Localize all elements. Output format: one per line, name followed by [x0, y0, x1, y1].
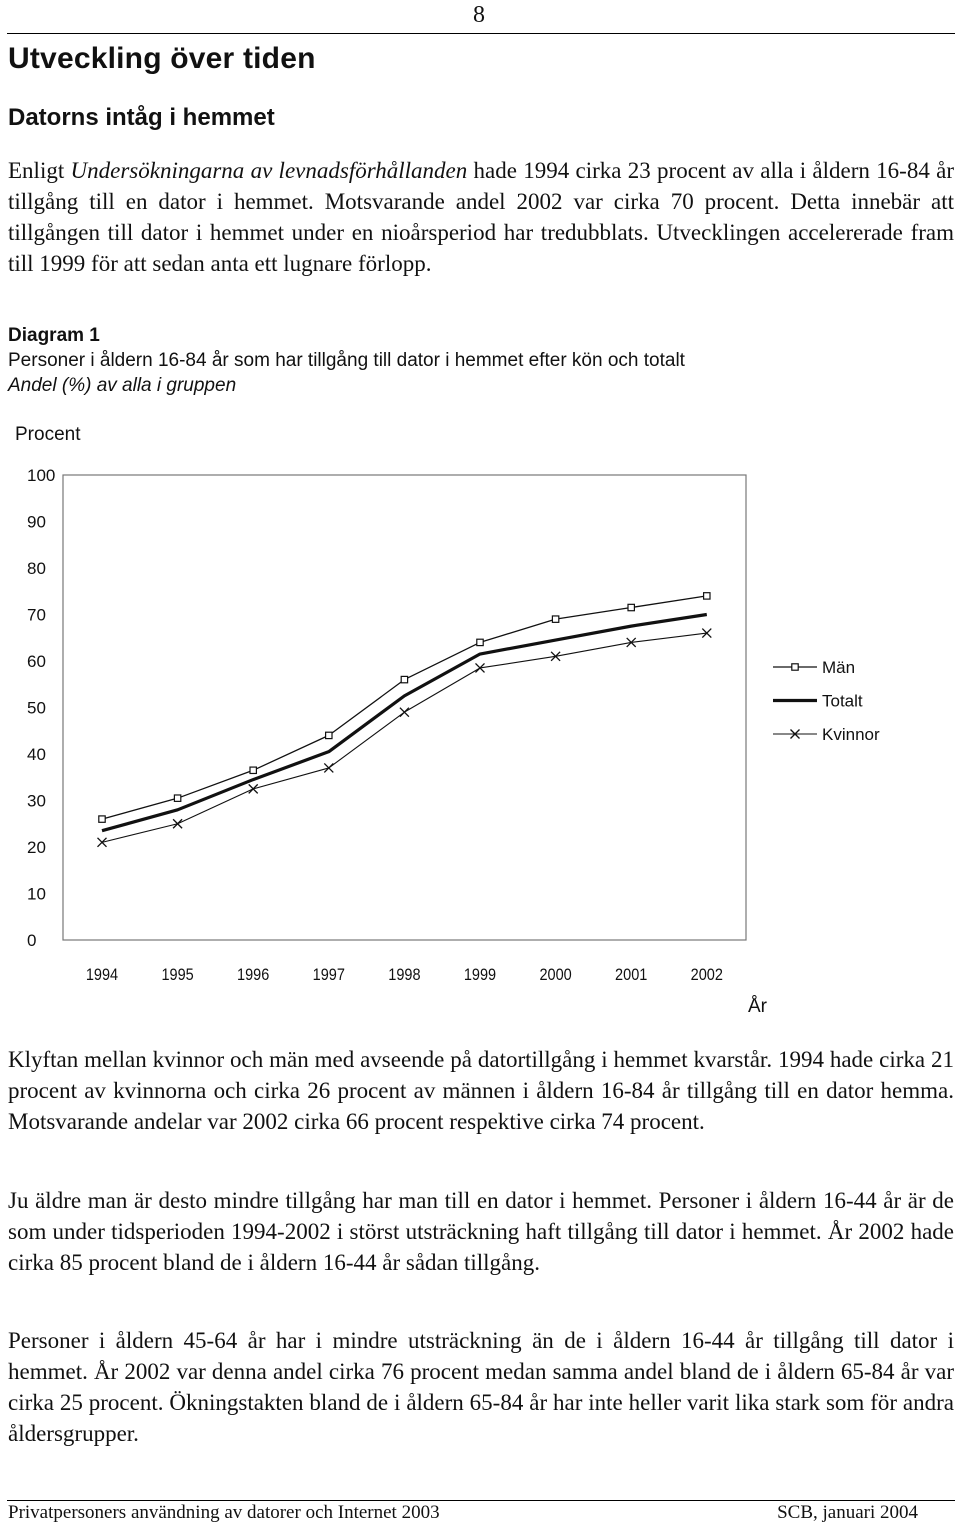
- page-number: 8: [473, 2, 485, 28]
- diagram-title: Personer i åldern 16-84 år som har tillg…: [8, 350, 685, 371]
- data-point-kvinnor: [172, 818, 183, 829]
- footer-publication: Privatpersoners användning av datorer oc…: [8, 1502, 440, 1523]
- bottom-rule: [7, 1500, 955, 1501]
- data-point-m-n: [551, 615, 560, 623]
- legend-label: Män: [822, 658, 855, 677]
- x-tick-label: 1998: [388, 966, 420, 984]
- paragraph-age-45-84: Personer i åldern 45-64 år har i mindre …: [8, 1328, 954, 1446]
- legend-item-m-n: Män: [773, 658, 855, 677]
- y-tick-label: 100: [27, 466, 55, 485]
- x-tick-label: 1995: [161, 966, 193, 984]
- intro-paragraph: Enligt Undersökningarna av levnadsförhål…: [8, 155, 954, 279]
- data-point-m-n: [325, 731, 333, 740]
- y-tick-label: 0: [27, 931, 36, 950]
- intro-before: Enligt: [8, 158, 71, 183]
- data-point-m-n: [702, 592, 711, 600]
- diagram-label: Diagram 1: [8, 325, 100, 346]
- y-tick-label: 40: [27, 745, 46, 764]
- footer-publisher: SCB, januari 2004: [777, 1502, 918, 1523]
- y-tick-label: 10: [27, 885, 46, 904]
- x-tick-label: 2002: [691, 966, 723, 984]
- y-tick-labels: 0 10 20 30 40 50 60 70 80 90 100: [27, 466, 55, 950]
- series-layer: [97, 592, 712, 848]
- data-point-kvinnor: [399, 707, 410, 718]
- data-point-kvinnor: [701, 628, 712, 639]
- data-point-m-n: [476, 638, 484, 647]
- data-point-kvinnor: [248, 783, 259, 794]
- series-line-kvinnor: [101, 632, 707, 843]
- x-tick-label: 2001: [615, 966, 647, 984]
- data-point-kvinnor: [323, 762, 334, 773]
- x-tick-label: 2000: [539, 966, 572, 984]
- data-point-kvinnor: [550, 651, 561, 662]
- intro-source: Undersökningarna av levnadsförhållanden: [70, 158, 468, 183]
- intro-after: hade 1994 cirka 23 procent av alla i åld…: [8, 158, 954, 276]
- data-point-m-n: [400, 675, 409, 684]
- x-tick-label: 1996: [237, 966, 269, 984]
- y-axis-label: Procent: [15, 424, 81, 445]
- y-tick-label: 70: [27, 606, 46, 625]
- series-m-n: [98, 592, 711, 823]
- legend-item-totalt: Totalt: [773, 692, 863, 711]
- series-totalt: [101, 612, 708, 833]
- data-point-kvinnor: [475, 663, 485, 673]
- legend-label: Kvinnor: [822, 725, 880, 744]
- data-point-kvinnor: [97, 837, 107, 848]
- y-tick-label: 30: [27, 792, 46, 811]
- series-kvinnor: [97, 628, 712, 848]
- legend-label: Totalt: [822, 692, 863, 711]
- x-tick-labels: 1994 1995 1996 1997 1998 1999 2000 2001 2002: [86, 966, 723, 984]
- x-tick-label: 1994: [86, 966, 119, 984]
- x-axis-label: År: [748, 996, 768, 1017]
- data-point-kvinnor: [626, 637, 637, 648]
- y-tick-label: 90: [27, 513, 46, 532]
- section-heading: Datorns intåg i hemmet: [8, 104, 275, 131]
- data-point-m-n: [98, 815, 106, 823]
- top-rule: [7, 33, 955, 34]
- y-tick-label: 80: [27, 559, 46, 578]
- page-heading: Utveckling över tiden: [8, 42, 316, 75]
- plot-frame: [62, 474, 747, 941]
- x-tick-label: 1997: [313, 966, 345, 984]
- legend-marker: [791, 663, 799, 671]
- diagram-subtitle: Andel (%) av alla i gruppen: [8, 375, 237, 396]
- data-point-m-n: [173, 794, 182, 802]
- data-point-m-n: [249, 766, 258, 775]
- data-point-m-n: [627, 603, 636, 612]
- y-tick-label: 50: [27, 699, 46, 718]
- y-tick-label: 60: [27, 652, 46, 671]
- x-tick-label: 1999: [464, 966, 496, 984]
- legend: Män Totalt Kvinnor: [773, 658, 880, 744]
- paragraph-gender-gap: Klyftan mellan kvinnor och män med avsee…: [8, 1047, 954, 1134]
- legend-item-kvinnor: Kvinnor: [773, 725, 880, 744]
- paragraph-age-16-44: Ju äldre man är desto mindre tillgång ha…: [8, 1188, 954, 1275]
- series-line-totalt: [101, 612, 708, 833]
- legend-marker: [790, 729, 800, 739]
- y-tick-label: 20: [27, 838, 46, 857]
